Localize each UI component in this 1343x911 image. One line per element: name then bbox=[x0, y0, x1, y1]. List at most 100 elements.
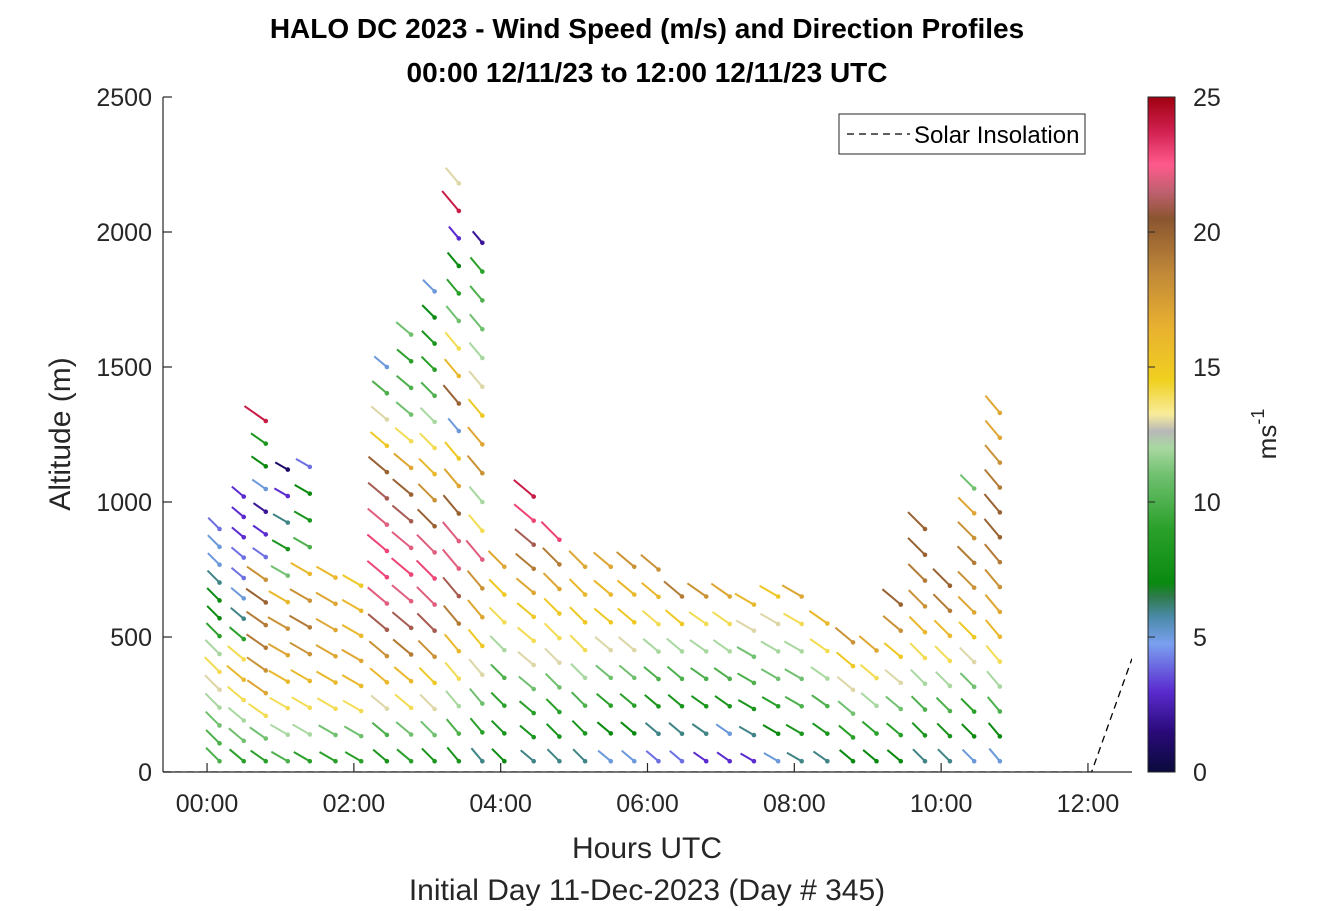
wind-barb bbox=[986, 670, 1003, 689]
wind-barb bbox=[714, 695, 733, 709]
wind-barb-dot bbox=[502, 703, 507, 708]
wind-barb-dot bbox=[775, 676, 781, 682]
wind-barb-dot bbox=[241, 657, 247, 662]
wind-barb bbox=[419, 432, 437, 451]
wind-barb-shaft bbox=[961, 723, 975, 738]
wind-barb bbox=[370, 405, 390, 422]
wind-barb bbox=[249, 726, 269, 741]
wind-barb-shaft bbox=[957, 595, 975, 614]
wind-barb-shaft bbox=[488, 606, 506, 624]
wind-barb-dot bbox=[703, 704, 709, 709]
wind-barb-shaft bbox=[619, 692, 635, 707]
wind-barb bbox=[545, 698, 562, 715]
wind-barb-dot bbox=[531, 758, 537, 764]
wind-barb-shaft bbox=[271, 539, 289, 550]
wind-barb bbox=[391, 531, 414, 551]
wind-barb bbox=[251, 478, 269, 492]
wind-barb-shaft bbox=[392, 478, 412, 496]
wind-barb-dot bbox=[947, 608, 953, 614]
wind-barb-shaft bbox=[203, 656, 221, 673]
wind-barb-shaft bbox=[886, 749, 902, 762]
wind-barb-shaft bbox=[544, 672, 561, 689]
wind-barb-dot bbox=[333, 653, 338, 659]
wind-barb bbox=[228, 727, 247, 744]
wind-barb-dot bbox=[631, 675, 637, 681]
wind-barb-shaft bbox=[934, 645, 951, 662]
wind-barb-shaft bbox=[419, 407, 436, 423]
wind-barb-dot bbox=[432, 289, 437, 294]
wind-barb bbox=[205, 747, 222, 764]
wind-barb-dot bbox=[241, 636, 247, 642]
wind-barb-shaft bbox=[395, 374, 412, 389]
wind-barb-shaft bbox=[932, 593, 951, 612]
wind-barb-shaft bbox=[418, 457, 436, 475]
wind-barb-shaft bbox=[245, 587, 267, 604]
wind-barb-dot bbox=[799, 704, 804, 709]
wind-barb-shaft bbox=[595, 664, 612, 679]
wind-barb-dot bbox=[480, 355, 485, 361]
wind-barb-shaft bbox=[592, 551, 612, 568]
wind-barb-shaft bbox=[690, 695, 707, 708]
wind-barb-shaft bbox=[226, 664, 245, 681]
wind-barb-shaft bbox=[908, 615, 926, 633]
wind-barb-dot bbox=[850, 711, 856, 716]
wind-barb-shaft bbox=[641, 610, 660, 626]
wind-barb bbox=[907, 537, 928, 558]
wind-barb bbox=[617, 607, 637, 625]
wind-barb-shaft bbox=[469, 285, 484, 302]
wind-barb-dot bbox=[997, 435, 1003, 441]
wind-barb-dot bbox=[480, 730, 485, 735]
wind-barb-shaft bbox=[252, 524, 267, 536]
wind-barb-shaft bbox=[245, 633, 267, 649]
wind-barb-shaft bbox=[644, 722, 660, 735]
wind-barb-shaft bbox=[288, 614, 311, 629]
wind-barb-dot bbox=[531, 494, 537, 499]
wind-barb bbox=[620, 721, 637, 736]
wind-barb bbox=[368, 640, 390, 659]
wind-barb-shaft bbox=[986, 670, 1001, 688]
wind-barb-shaft bbox=[759, 612, 779, 625]
wind-barb-shaft bbox=[763, 752, 779, 763]
wind-barb bbox=[444, 441, 462, 461]
wind-barb-shaft bbox=[207, 516, 221, 530]
wind-barb bbox=[959, 672, 977, 690]
wind-barb-dot bbox=[456, 593, 462, 599]
wind-barb-dot bbox=[480, 240, 485, 246]
wind-barb-dot bbox=[456, 428, 462, 434]
wind-barb bbox=[985, 644, 1003, 664]
wind-barb-dot bbox=[631, 620, 637, 625]
wind-barb-dot bbox=[775, 758, 781, 764]
wind-barb-shaft bbox=[489, 635, 506, 651]
wind-barb-dot bbox=[825, 676, 830, 681]
wind-barb-shaft bbox=[760, 640, 779, 653]
wind-barb-dot bbox=[679, 676, 685, 682]
wind-barb-shaft bbox=[291, 696, 311, 709]
wind-barb-shaft bbox=[465, 539, 484, 561]
wind-barb-shaft bbox=[490, 691, 506, 707]
wind-barb bbox=[467, 398, 485, 418]
wind-barb bbox=[468, 486, 485, 505]
wind-barb bbox=[443, 468, 462, 489]
wind-barb-shaft bbox=[616, 579, 635, 596]
wind-barb-dot bbox=[751, 758, 757, 764]
wind-barb bbox=[227, 645, 247, 662]
wind-barb bbox=[958, 646, 977, 665]
wind-barb bbox=[207, 552, 222, 568]
wind-barb-dot bbox=[703, 731, 709, 737]
wind-barb-shaft bbox=[761, 696, 779, 708]
wind-barb bbox=[984, 619, 1003, 640]
wind-barb-dot bbox=[656, 704, 661, 709]
wind-barb-shaft bbox=[247, 702, 267, 717]
wind-barb-shaft bbox=[391, 504, 412, 523]
wind-barb bbox=[738, 725, 757, 738]
wind-barb-dot bbox=[727, 594, 733, 599]
wind-barb-shaft bbox=[936, 722, 951, 737]
wind-barb-shaft bbox=[445, 305, 460, 322]
wind-barb-dot bbox=[384, 601, 390, 606]
wind-barb-shaft bbox=[316, 697, 337, 710]
wind-barb-dot bbox=[825, 621, 830, 626]
wind-barb-dot bbox=[557, 709, 562, 715]
wind-barb-shaft bbox=[252, 547, 267, 558]
wind-barb-shaft bbox=[711, 611, 731, 625]
wind-barb bbox=[442, 548, 462, 571]
